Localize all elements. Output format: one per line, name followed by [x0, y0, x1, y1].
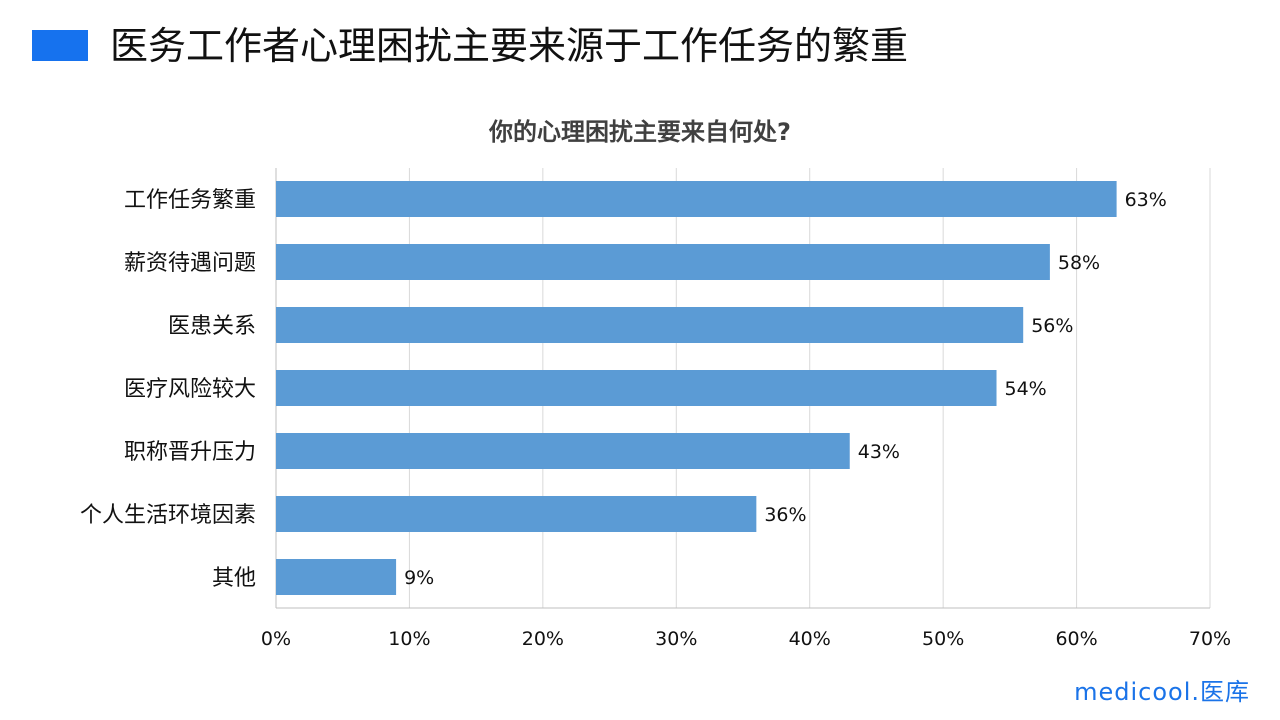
x-tick-label: 40% — [789, 628, 831, 650]
x-tick-label: 30% — [655, 628, 697, 650]
category-label: 个人生活环境因素 — [80, 503, 256, 528]
bar — [276, 244, 1050, 280]
data-label: 54% — [1005, 378, 1047, 400]
category-label: 职称晋升压力 — [124, 440, 256, 465]
bar — [276, 307, 1024, 343]
x-tick-label: 70% — [1189, 628, 1231, 650]
x-tick-label: 0% — [261, 628, 291, 650]
data-label: 56% — [1031, 315, 1073, 337]
bar — [276, 370, 997, 406]
data-label: 9% — [404, 567, 434, 589]
category-label: 医患关系 — [168, 314, 256, 339]
x-tick-label: 60% — [1055, 628, 1097, 650]
x-tick-label: 10% — [388, 628, 430, 650]
page-title: 医务工作者心理困扰主要来源于工作任务的繁重 — [110, 24, 909, 68]
x-tick-label: 50% — [922, 628, 964, 650]
bar — [276, 433, 850, 469]
bar — [276, 559, 397, 595]
data-label: 36% — [764, 504, 806, 526]
bar — [276, 181, 1117, 217]
category-label: 其他 — [212, 566, 256, 591]
category-label: 工作任务繁重 — [124, 188, 256, 213]
data-label: 63% — [1125, 189, 1167, 211]
x-tick-label: 20% — [522, 628, 564, 650]
category-label: 医疗风险较大 — [124, 377, 256, 402]
title-accent-bar — [32, 30, 88, 61]
medicool-logo: medicool.医库 — [1074, 678, 1250, 706]
chart-title: 你的心理困扰主要来自何处? — [488, 118, 791, 146]
bar — [276, 496, 757, 532]
data-label: 43% — [858, 441, 900, 463]
data-label: 58% — [1058, 252, 1100, 274]
category-label: 薪资待遇问题 — [124, 251, 256, 276]
